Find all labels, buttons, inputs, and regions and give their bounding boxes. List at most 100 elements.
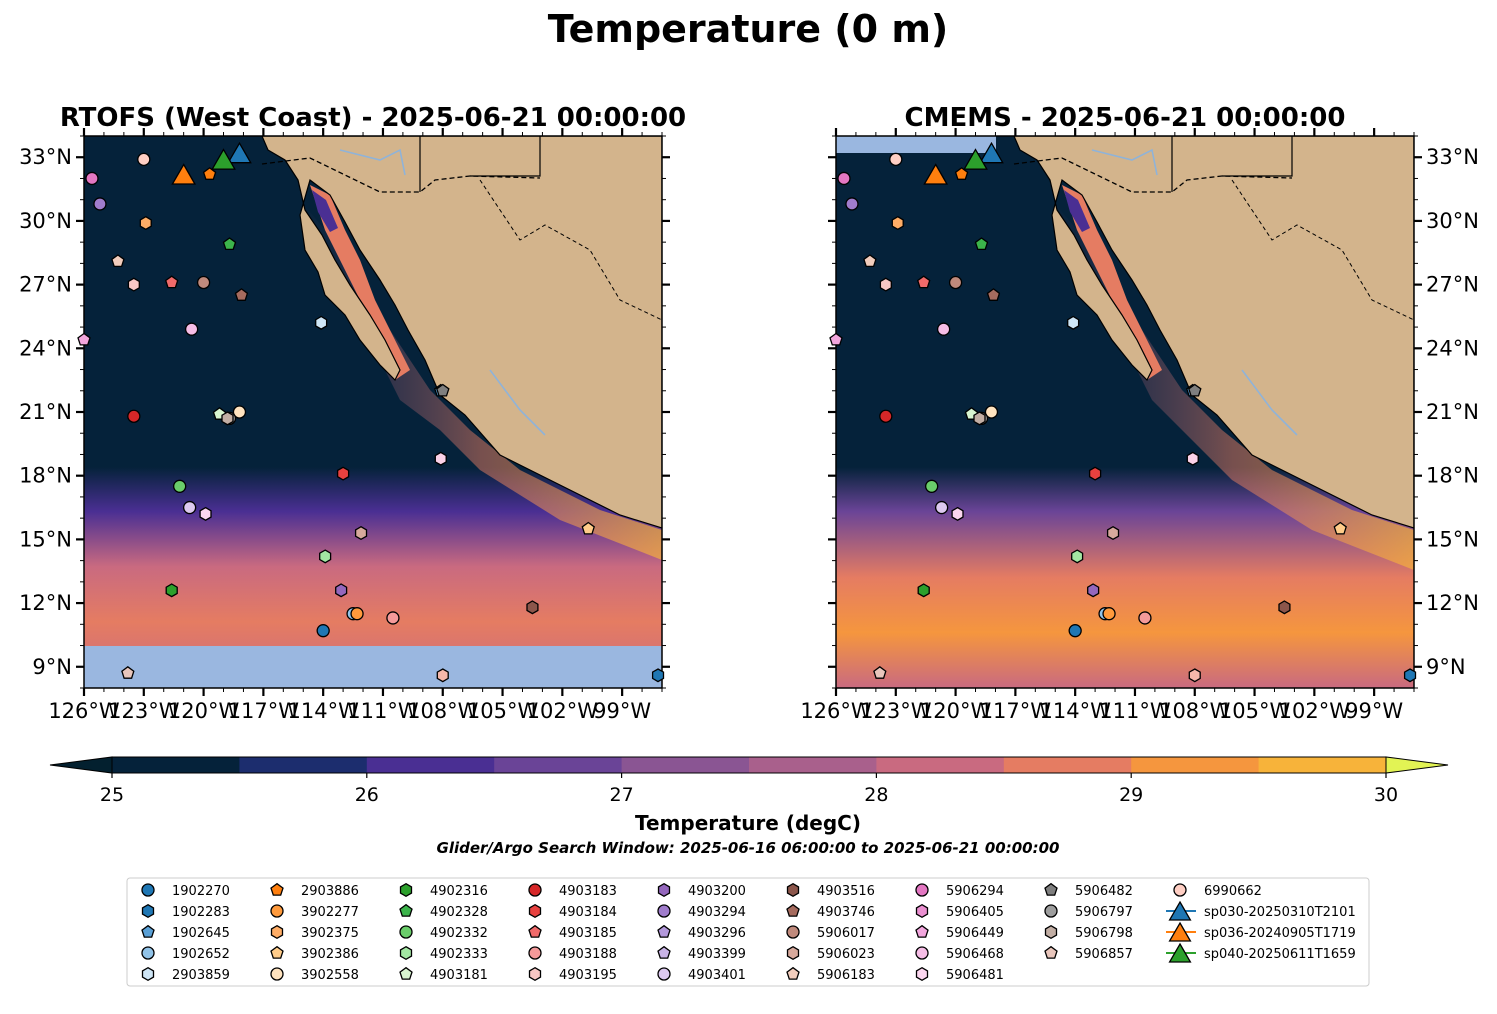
- cmems-float-4903294: [845, 197, 859, 211]
- legend-item: 4902332: [399, 925, 488, 941]
- cmems-map-panel: CMEMS - 2025-06-21 00:00:00 126°W123°W12…: [800, 103, 1479, 723]
- cmems-float-4903184: [1088, 466, 1102, 481]
- colorbar-tick-label: 25: [100, 784, 124, 806]
- legend-label: 1902652: [172, 947, 230, 962]
- colorbar-swatch: [749, 757, 877, 773]
- legend-marker-pentagon: [657, 945, 671, 959]
- legend-item: 4903188: [528, 946, 617, 962]
- rtofs-float-4903516: [526, 600, 539, 615]
- legend-marker-pentagon: [399, 903, 413, 917]
- legend-label: 5906017: [817, 926, 875, 941]
- legend-item: 4902316: [399, 882, 488, 899]
- legend: 1902270 1902283 1902645 1902652 2903859 29038…: [126, 877, 1370, 987]
- legend-marker-circle: [915, 883, 929, 897]
- cmems-river-2: [1241, 369, 1298, 436]
- colorbar-frame: [111, 756, 1387, 774]
- legend-label: sp040-20250611T1659: [1204, 947, 1356, 962]
- cmems-float-5906023: [1106, 525, 1120, 541]
- legend-item: sp040-20250611T1659: [1166, 942, 1356, 963]
- legend-label: 5906468: [946, 947, 1004, 962]
- rtofs-float-1902270: [316, 624, 330, 638]
- cmems-float-2903886: [954, 167, 969, 180]
- legend-item: 4903294: [657, 904, 746, 920]
- cmems-float-4903188: [1138, 611, 1152, 625]
- cmems-map-title: CMEMS - 2025-06-21 00:00:00: [905, 103, 1346, 133]
- legend-item: 5906294: [915, 883, 1004, 899]
- colorbar-swatch: [366, 757, 495, 773]
- legend-label: 4902316: [430, 884, 488, 899]
- legend-marker-circle: [528, 946, 542, 960]
- rtofs-gulf-of-california: [310, 185, 410, 380]
- rtofs-y-tick-label: 24°N: [19, 336, 72, 360]
- rtofs-x-tick-label: 120°W: [168, 699, 240, 723]
- legend-marker-hexagon: [141, 966, 155, 982]
- legend-marker-hexagon: [786, 945, 800, 961]
- cmems-float-markers: [829, 141, 1417, 683]
- legend-label: 5906798: [1075, 926, 1133, 941]
- rtofs-y-tick-label: 15°N: [19, 527, 72, 551]
- cmems-float-5906481: [951, 506, 964, 521]
- cmems-float-4903200: [1087, 583, 1100, 598]
- rtofs-float-5906023: [354, 525, 368, 541]
- colorbar-swatch: [494, 757, 623, 773]
- rtofs-float-3902375: [139, 215, 152, 231]
- rtofs-float-5906857: [121, 665, 135, 679]
- rtofs-float-4903401: [182, 500, 197, 515]
- cmems-float-4903185: [916, 275, 931, 289]
- legend-label: 4903181: [430, 968, 488, 983]
- rtofs-float-4902332: [173, 479, 187, 493]
- legend-item: 4903746: [786, 903, 875, 920]
- rtofs-float-5906482: [436, 383, 450, 397]
- cmems-float-4902332: [925, 479, 939, 493]
- legend-label: 4903746: [817, 905, 875, 920]
- colorbar: 25 26 27 28 29 30: [49, 756, 1449, 806]
- cmems-glider-sp030-20250310T2101: [979, 141, 1004, 164]
- legend-marker-circle: [399, 925, 413, 939]
- rtofs-x-tick-label: 108°W: [407, 699, 479, 723]
- legend-label: sp036-20240905T1719: [1204, 926, 1356, 941]
- legend-item: 5906481: [915, 966, 1004, 983]
- legend-label: 4903294: [688, 905, 746, 920]
- rtofs-float-6990662: [436, 668, 449, 683]
- rtofs-x-tick-label: 99°W: [593, 699, 651, 723]
- legend-label: 5906183: [817, 968, 875, 983]
- legend-item: 5906183: [786, 966, 875, 983]
- cmems-glider-sp040-20250611T1659: [963, 148, 988, 170]
- legend-label: 4902332: [430, 926, 488, 941]
- rtofs-y-tick-label: 9°N: [32, 655, 72, 679]
- legend-item: 4903296: [657, 924, 746, 941]
- legend-item: 5906023: [786, 945, 875, 962]
- rtofs-float-5906798: [221, 411, 234, 426]
- legend-item: 4903200: [657, 882, 746, 899]
- legend-item: 4902328: [399, 903, 488, 920]
- cmems-float-4902328: [974, 237, 989, 251]
- legend-marker-pentagon: [786, 966, 800, 980]
- cmems-float-5906017: [948, 275, 963, 290]
- legend-marker-hexagon: [915, 966, 929, 982]
- rtofs-y-tick-label: 30°N: [19, 209, 72, 233]
- legend-item: 4902333: [399, 945, 488, 962]
- legend-marker-circle: [1173, 883, 1187, 897]
- colorbar-extend-over: [1385, 756, 1449, 774]
- rtofs-x-tick-label: 102°W: [527, 699, 599, 723]
- rtofs-glider-sp040-20250611T1659: [211, 148, 236, 170]
- cmems-float-3902558: [984, 405, 999, 419]
- legend-item: 4903399: [657, 945, 746, 962]
- legend-label: 4903200: [688, 884, 746, 899]
- legend-label: 3902558: [301, 968, 359, 983]
- colorbar-tick-label: 26: [355, 784, 379, 806]
- legend-marker-circle: [528, 883, 542, 897]
- cmems-float-6990662: [1186, 451, 1199, 466]
- cmems-x-tick-label: 111°W: [1099, 699, 1171, 723]
- legend-label: 5906449: [946, 926, 1004, 941]
- cmems-glider-sp036-20240905T1719: [923, 163, 949, 185]
- cmems-x-tick-label: 114°W: [1039, 699, 1111, 723]
- legend-label: 1902270: [172, 884, 230, 899]
- legend-marker-triangle: [1168, 900, 1192, 921]
- cmems-float-3902277: [1102, 607, 1116, 621]
- legend-item: 5906482: [1044, 882, 1133, 899]
- legend-item: 5906798: [1044, 924, 1133, 941]
- colorbar-swatch: [112, 757, 240, 773]
- legend-item: 3902277: [270, 904, 359, 920]
- rtofs-x-tick-label: 111°W: [347, 699, 419, 723]
